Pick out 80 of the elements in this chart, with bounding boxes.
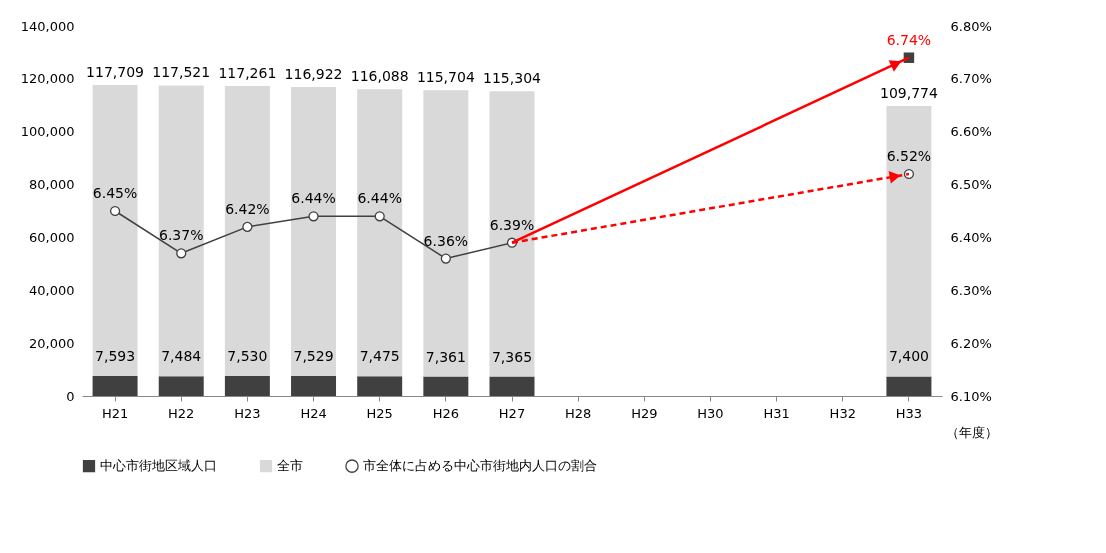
total-label: 115,704 [416, 69, 475, 86]
x-tick-label: H29 [631, 405, 658, 421]
bar [489, 376, 535, 396]
data-label: 7,365 [491, 348, 533, 365]
x-tick-label: H25 [366, 405, 393, 421]
point [308, 211, 319, 222]
y2-tick-label: 6.30% [950, 282, 992, 298]
x-tick-label: H27 [498, 405, 526, 421]
bar [423, 90, 469, 377]
point [176, 248, 187, 259]
x-tick-label: H32 [829, 405, 856, 421]
x-tick-label: H33 [895, 405, 923, 421]
x-tick-label: H22 [168, 405, 195, 421]
y-tick-label: 140,000 [20, 18, 75, 34]
point [374, 211, 385, 222]
y2-tick-label: 6.50% [950, 177, 992, 193]
legend-label: 市全体に占める中心市街地内人口の割合 [363, 458, 597, 474]
bar [291, 376, 337, 396]
x-tick-label: H28 [564, 405, 592, 421]
data-label: 6.52% [886, 148, 932, 164]
y-tick-label: 120,000 [20, 71, 75, 87]
point [242, 221, 253, 232]
bar [158, 376, 204, 396]
bar [92, 84, 138, 376]
point [109, 205, 121, 217]
bar [357, 89, 403, 377]
bar [357, 376, 403, 396]
total-label: 115,304 [483, 70, 542, 87]
point [440, 253, 451, 264]
data-label: 6.45% [92, 185, 138, 201]
y-tick-label: 100,000 [20, 124, 75, 140]
data-label: 7,593 [95, 347, 136, 364]
y-tick-label: 0 [66, 388, 75, 404]
total-label: 109,774 [879, 84, 938, 101]
bar [92, 375, 138, 396]
y-tick-label: 60,000 [29, 229, 75, 245]
bar [158, 85, 204, 377]
data-label: 6.39% [489, 216, 535, 233]
data-label: 7,361 [425, 348, 466, 365]
legend-label: 全市 [277, 458, 303, 474]
x-tick-label: H26 [432, 405, 460, 421]
bar [224, 376, 270, 396]
total-label: 116,922 [284, 65, 343, 82]
bar [886, 105, 932, 377]
data-label: 6.44% [291, 190, 336, 207]
data-label: 6.74% [886, 31, 932, 48]
x-axis-title: （年度） [945, 424, 998, 440]
y2-tick-label: 6.80% [950, 18, 992, 34]
total-label: 117,261 [218, 65, 277, 82]
total-label: 116,088 [350, 68, 409, 85]
y2-tick-label: 6.60% [950, 124, 992, 140]
y2-tick-label: 6.70% [950, 71, 992, 87]
data-label: 6.42% [225, 200, 270, 217]
total-label: 117,709 [86, 63, 145, 80]
data-label: 7,529 [293, 348, 334, 365]
bar [423, 376, 469, 396]
y-tick-label: 40,000 [29, 282, 75, 298]
bar [489, 91, 535, 377]
bar [291, 86, 337, 377]
data-label: 6.44% [357, 190, 402, 207]
total-label: 117,521 [152, 64, 211, 81]
y2-tick-label: 6.40% [950, 229, 992, 245]
bar [224, 86, 270, 377]
bar [886, 376, 932, 396]
x-tick-label: H30 [697, 405, 724, 421]
y2-tick-label: 6.20% [950, 335, 992, 351]
y-tick-label: 80,000 [29, 177, 75, 193]
x-tick-label: H24 [300, 405, 327, 421]
x-tick-label: H23 [234, 405, 261, 421]
data-label: 6.37% [158, 227, 204, 244]
data-label: 7,484 [161, 348, 202, 365]
legend-label: 中心市街地区域人口 [100, 458, 217, 474]
x-tick-label: H21 [101, 405, 129, 421]
y-tick-label: 20,000 [29, 335, 75, 351]
y2-tick-label: 6.10% [950, 388, 992, 404]
data-label: 7,475 [359, 348, 400, 365]
data-label: 7,530 [227, 348, 268, 365]
data-label: 7,400 [888, 348, 929, 365]
x-tick-label: H31 [763, 405, 790, 421]
data-label: 6.36% [423, 232, 469, 249]
